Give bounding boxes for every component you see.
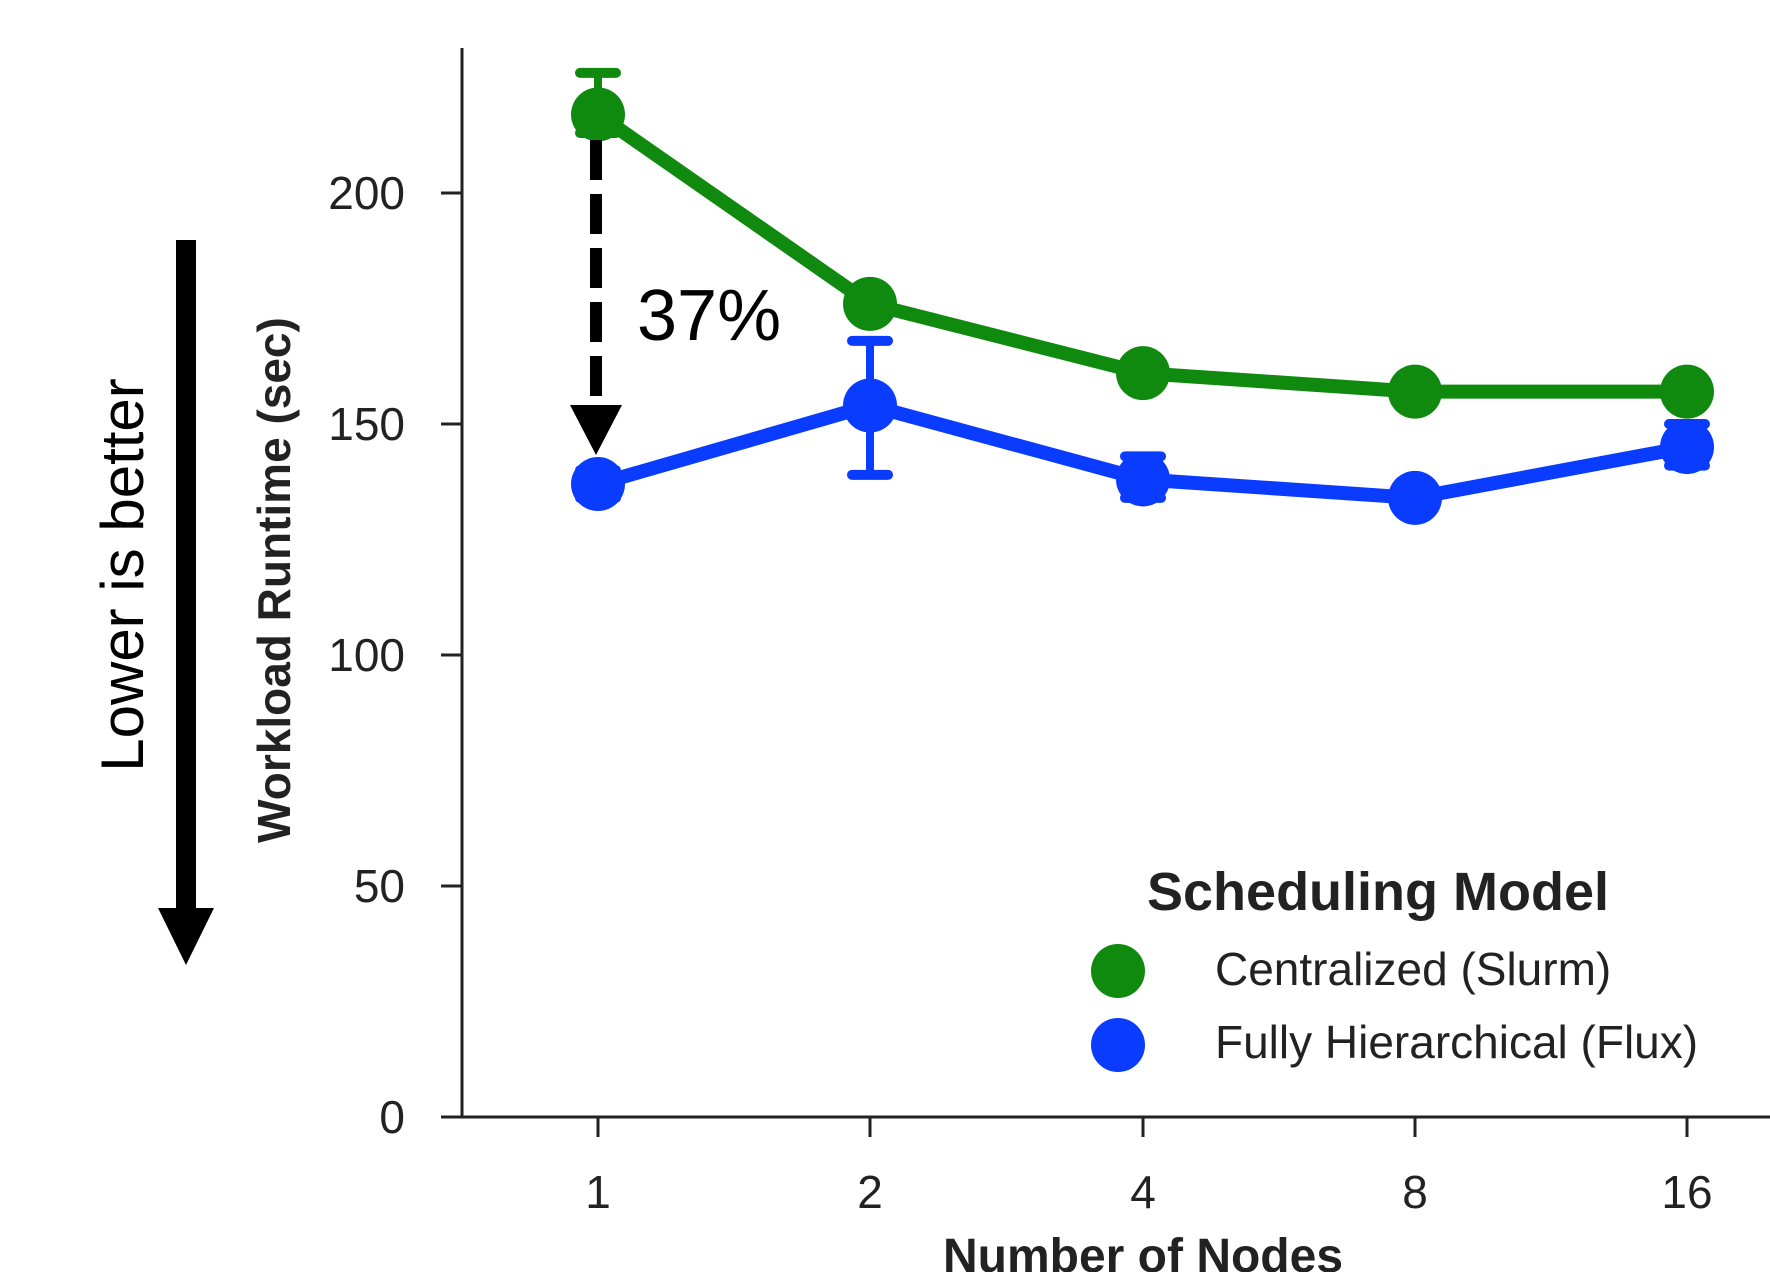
x-tick-label: 16 [1661,1166,1712,1218]
x-axis-label: Number of Nodes [943,1230,1343,1272]
data-point [1116,452,1170,507]
legend-label-slurm: Centralized (Slurm) [1215,943,1611,995]
legend-label-flux: Fully Hierarchical (Flux) [1215,1016,1698,1068]
y-axis-ticks: 0 50 100 150 200 [328,167,462,1143]
data-point [843,276,897,331]
lower-is-better-arrow-head [158,908,214,965]
y-axis-label: Workload Runtime (sec) [248,317,300,843]
y-tick-label: 200 [328,167,405,219]
y-tick-label: 50 [354,860,405,912]
data-point [571,87,625,142]
legend-marker-flux [1091,1018,1145,1072]
lower-is-better-label: Lower is better [89,378,156,772]
reduction-arrow-head [570,405,622,455]
data-point [1388,364,1442,419]
x-tick-label: 8 [1402,1166,1428,1218]
legend-title: Scheduling Model [1147,862,1609,922]
reduction-percent-label: 37% [637,276,781,356]
data-point [1660,420,1714,475]
lower-is-better-arrow-shaft [176,240,196,910]
reduction-arrow [570,140,622,455]
data-point [1116,346,1170,401]
data-point [1388,470,1442,525]
data-point [843,378,897,433]
x-tick-label: 4 [1130,1166,1156,1218]
x-tick-label: 1 [585,1166,611,1218]
legend-marker-slurm [1091,944,1145,998]
x-tick-label: 2 [857,1166,883,1218]
series-1 [571,335,1714,525]
series-0 [571,67,1714,419]
y-tick-label: 150 [328,398,405,450]
legend: Scheduling Model Centralized (Slurm) Ful… [1091,862,1698,1072]
y-tick-label: 100 [328,629,405,681]
x-axis-ticks: 1 2 4 8 16 [585,1117,1713,1218]
y-tick-label: 0 [379,1091,405,1143]
data-point [1660,364,1714,419]
lower-is-better-arrow [158,240,214,965]
series-layer [571,67,1714,525]
data-point [571,457,625,512]
